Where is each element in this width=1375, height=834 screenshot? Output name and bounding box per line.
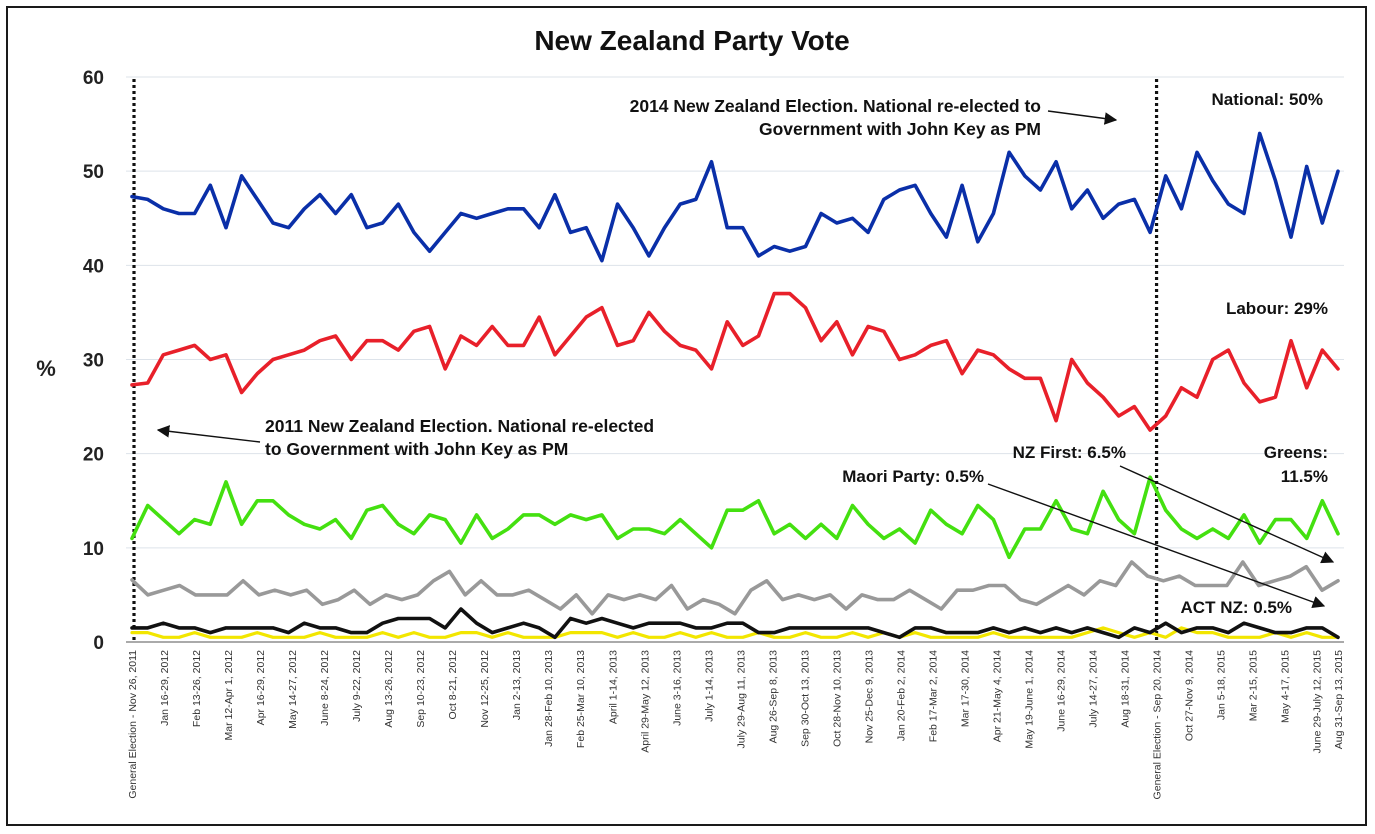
x-tick-label: Jan 20-Feb 2, 2014 xyxy=(895,650,907,741)
x-tick-label: Feb 17-Mar 2, 2014 xyxy=(927,650,939,742)
chart-title: New Zealand Party Vote xyxy=(534,25,849,56)
x-tick-label: July 1-14, 2013 xyxy=(703,650,715,722)
label-greens-line2: 11.5% xyxy=(1281,467,1328,486)
x-tick-label: May 4-17, 2015 xyxy=(1280,650,1292,723)
series-line-maori-party xyxy=(130,626,1340,639)
y-tick-label: 0 xyxy=(93,633,104,654)
x-tick-label: Sep 30-Oct 13, 2013 xyxy=(799,650,811,747)
x-tick-label: Sep 10-23, 2012 xyxy=(415,650,427,728)
series-line-labour xyxy=(130,291,1340,432)
x-tick-label: Apr 21-May 4, 2014 xyxy=(991,650,1003,742)
chart-frame: 0 10 20 30 40 50 60 General Election - Nov 26,… xyxy=(6,6,1367,826)
series-group xyxy=(130,131,1340,640)
x-axis: General Election - Nov 26, 2011 Jan 16-29… xyxy=(127,650,1345,800)
x-tick-label: Aug 31-Sep 13, 2015 xyxy=(1333,650,1345,749)
x-tick-label: Aug 18-31, 2014 xyxy=(1120,650,1132,728)
gridlines xyxy=(126,76,1344,643)
x-tick-label: General Election - Sep 20, 2014 xyxy=(1152,650,1164,800)
x-tick-label: June 29-July 12, 2015 xyxy=(1312,650,1324,753)
y-tick-label: 10 xyxy=(83,539,104,560)
x-tick-label: Oct 28-Nov 10, 2013 xyxy=(831,650,843,747)
x-tick-label: Aug 26-Sep 8, 2013 xyxy=(767,650,779,744)
label-labour: Labour: 29% xyxy=(1226,299,1328,318)
x-tick-label: July 9-22, 2012 xyxy=(351,650,363,722)
arrow-2014 xyxy=(1047,110,1118,125)
x-tick-label: Nov 12-25, 2012 xyxy=(479,650,491,728)
x-tick-label: June 16-29, 2014 xyxy=(1056,650,1068,732)
x-tick-label: Feb 25-Mar 10, 2013 xyxy=(575,650,587,748)
series-line-act-nz xyxy=(130,607,1340,640)
arrow-maori-party xyxy=(987,483,1326,609)
annotation-2011-line1: 2011 New Zealand Election. National re-e… xyxy=(265,416,654,436)
label-act-nz: ACT NZ: 0.5% xyxy=(1181,598,1292,617)
y-tick-label: 60 xyxy=(83,68,104,89)
x-tick-label: May 19-June 1, 2014 xyxy=(1023,650,1035,749)
x-tick-label: June 8-24, 2012 xyxy=(319,650,331,726)
x-tick-label: July 29-Aug 11, 2013 xyxy=(735,650,747,749)
y-tick-label: 30 xyxy=(83,351,104,372)
annotation-2011-line2: to Government with John Key as PM xyxy=(265,439,568,459)
line-chart: 0 10 20 30 40 50 60 General Election - Nov 26,… xyxy=(36,25,1345,800)
x-tick-label: April 29-May 12, 2013 xyxy=(639,650,651,753)
x-tick-label: Apr 16-29, 2012 xyxy=(255,650,267,725)
x-tick-label: Aug 13-26, 2012 xyxy=(383,650,395,728)
series-line-nz-first xyxy=(130,560,1340,616)
x-tick-label: Mar 17-30, 2014 xyxy=(959,650,971,727)
arrow-2011 xyxy=(156,425,261,443)
x-tick-label: Oct 27-Nov 9, 2014 xyxy=(1184,650,1196,741)
election-markers xyxy=(132,79,1159,642)
y-axis-label: % xyxy=(36,356,56,381)
x-tick-label: June 3-16, 2013 xyxy=(671,650,683,726)
arrow-nz-first xyxy=(1119,465,1335,564)
series-line-greens xyxy=(130,475,1340,560)
label-greens-line1: Greens: xyxy=(1264,443,1328,462)
x-tick-label: Oct 8-21, 2012 xyxy=(447,650,459,720)
x-tick-label: Mar 2-15, 2015 xyxy=(1248,650,1260,721)
y-axis: 0 10 20 30 40 50 60 xyxy=(83,68,104,654)
annotation-2014-line1: 2014 New Zealand Election. National re-e… xyxy=(630,96,1041,116)
y-tick-label: 20 xyxy=(83,445,104,466)
x-tick-label: April 1-14, 2013 xyxy=(607,650,619,724)
x-tick-label: Feb 13-26, 2012 xyxy=(191,650,203,727)
y-tick-label: 40 xyxy=(83,256,104,277)
x-tick-label: Jan 2-13, 2013 xyxy=(511,650,523,720)
x-tick-label: Nov 25-Dec 9, 2013 xyxy=(863,650,875,744)
series-line-national xyxy=(130,131,1340,263)
x-tick-label: Mar 12-Apr 1, 2012 xyxy=(223,650,235,741)
x-tick-label: General Election - Nov 26, 2011 xyxy=(127,650,139,799)
x-tick-label: Jan 28-Feb 10, 2013 xyxy=(543,650,555,747)
label-national: National: 50% xyxy=(1212,90,1323,109)
x-tick-label: July 14-27, 2014 xyxy=(1088,650,1100,728)
x-tick-label: Jan 16-29, 2012 xyxy=(159,650,171,726)
annotation-arrows xyxy=(156,110,1335,609)
label-maori-party: Maori Party: 0.5% xyxy=(842,467,984,486)
label-nz-first: NZ First: 6.5% xyxy=(1013,443,1126,462)
annotation-2014-line2: Government with John Key as PM xyxy=(759,119,1041,139)
x-tick-label: May 14-27, 2012 xyxy=(287,650,299,729)
y-tick-label: 50 xyxy=(83,162,104,183)
x-tick-label: Jan 5-18, 2015 xyxy=(1216,650,1228,720)
